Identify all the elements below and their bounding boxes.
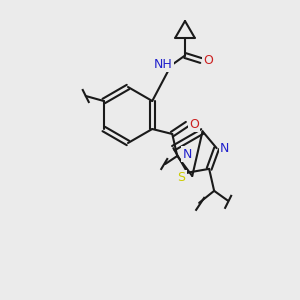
Text: O: O	[203, 54, 213, 67]
Text: N: N	[220, 142, 230, 155]
Text: O: O	[189, 118, 199, 130]
Text: N: N	[183, 148, 192, 160]
Text: S: S	[178, 171, 185, 184]
Text: NH: NH	[154, 58, 172, 71]
